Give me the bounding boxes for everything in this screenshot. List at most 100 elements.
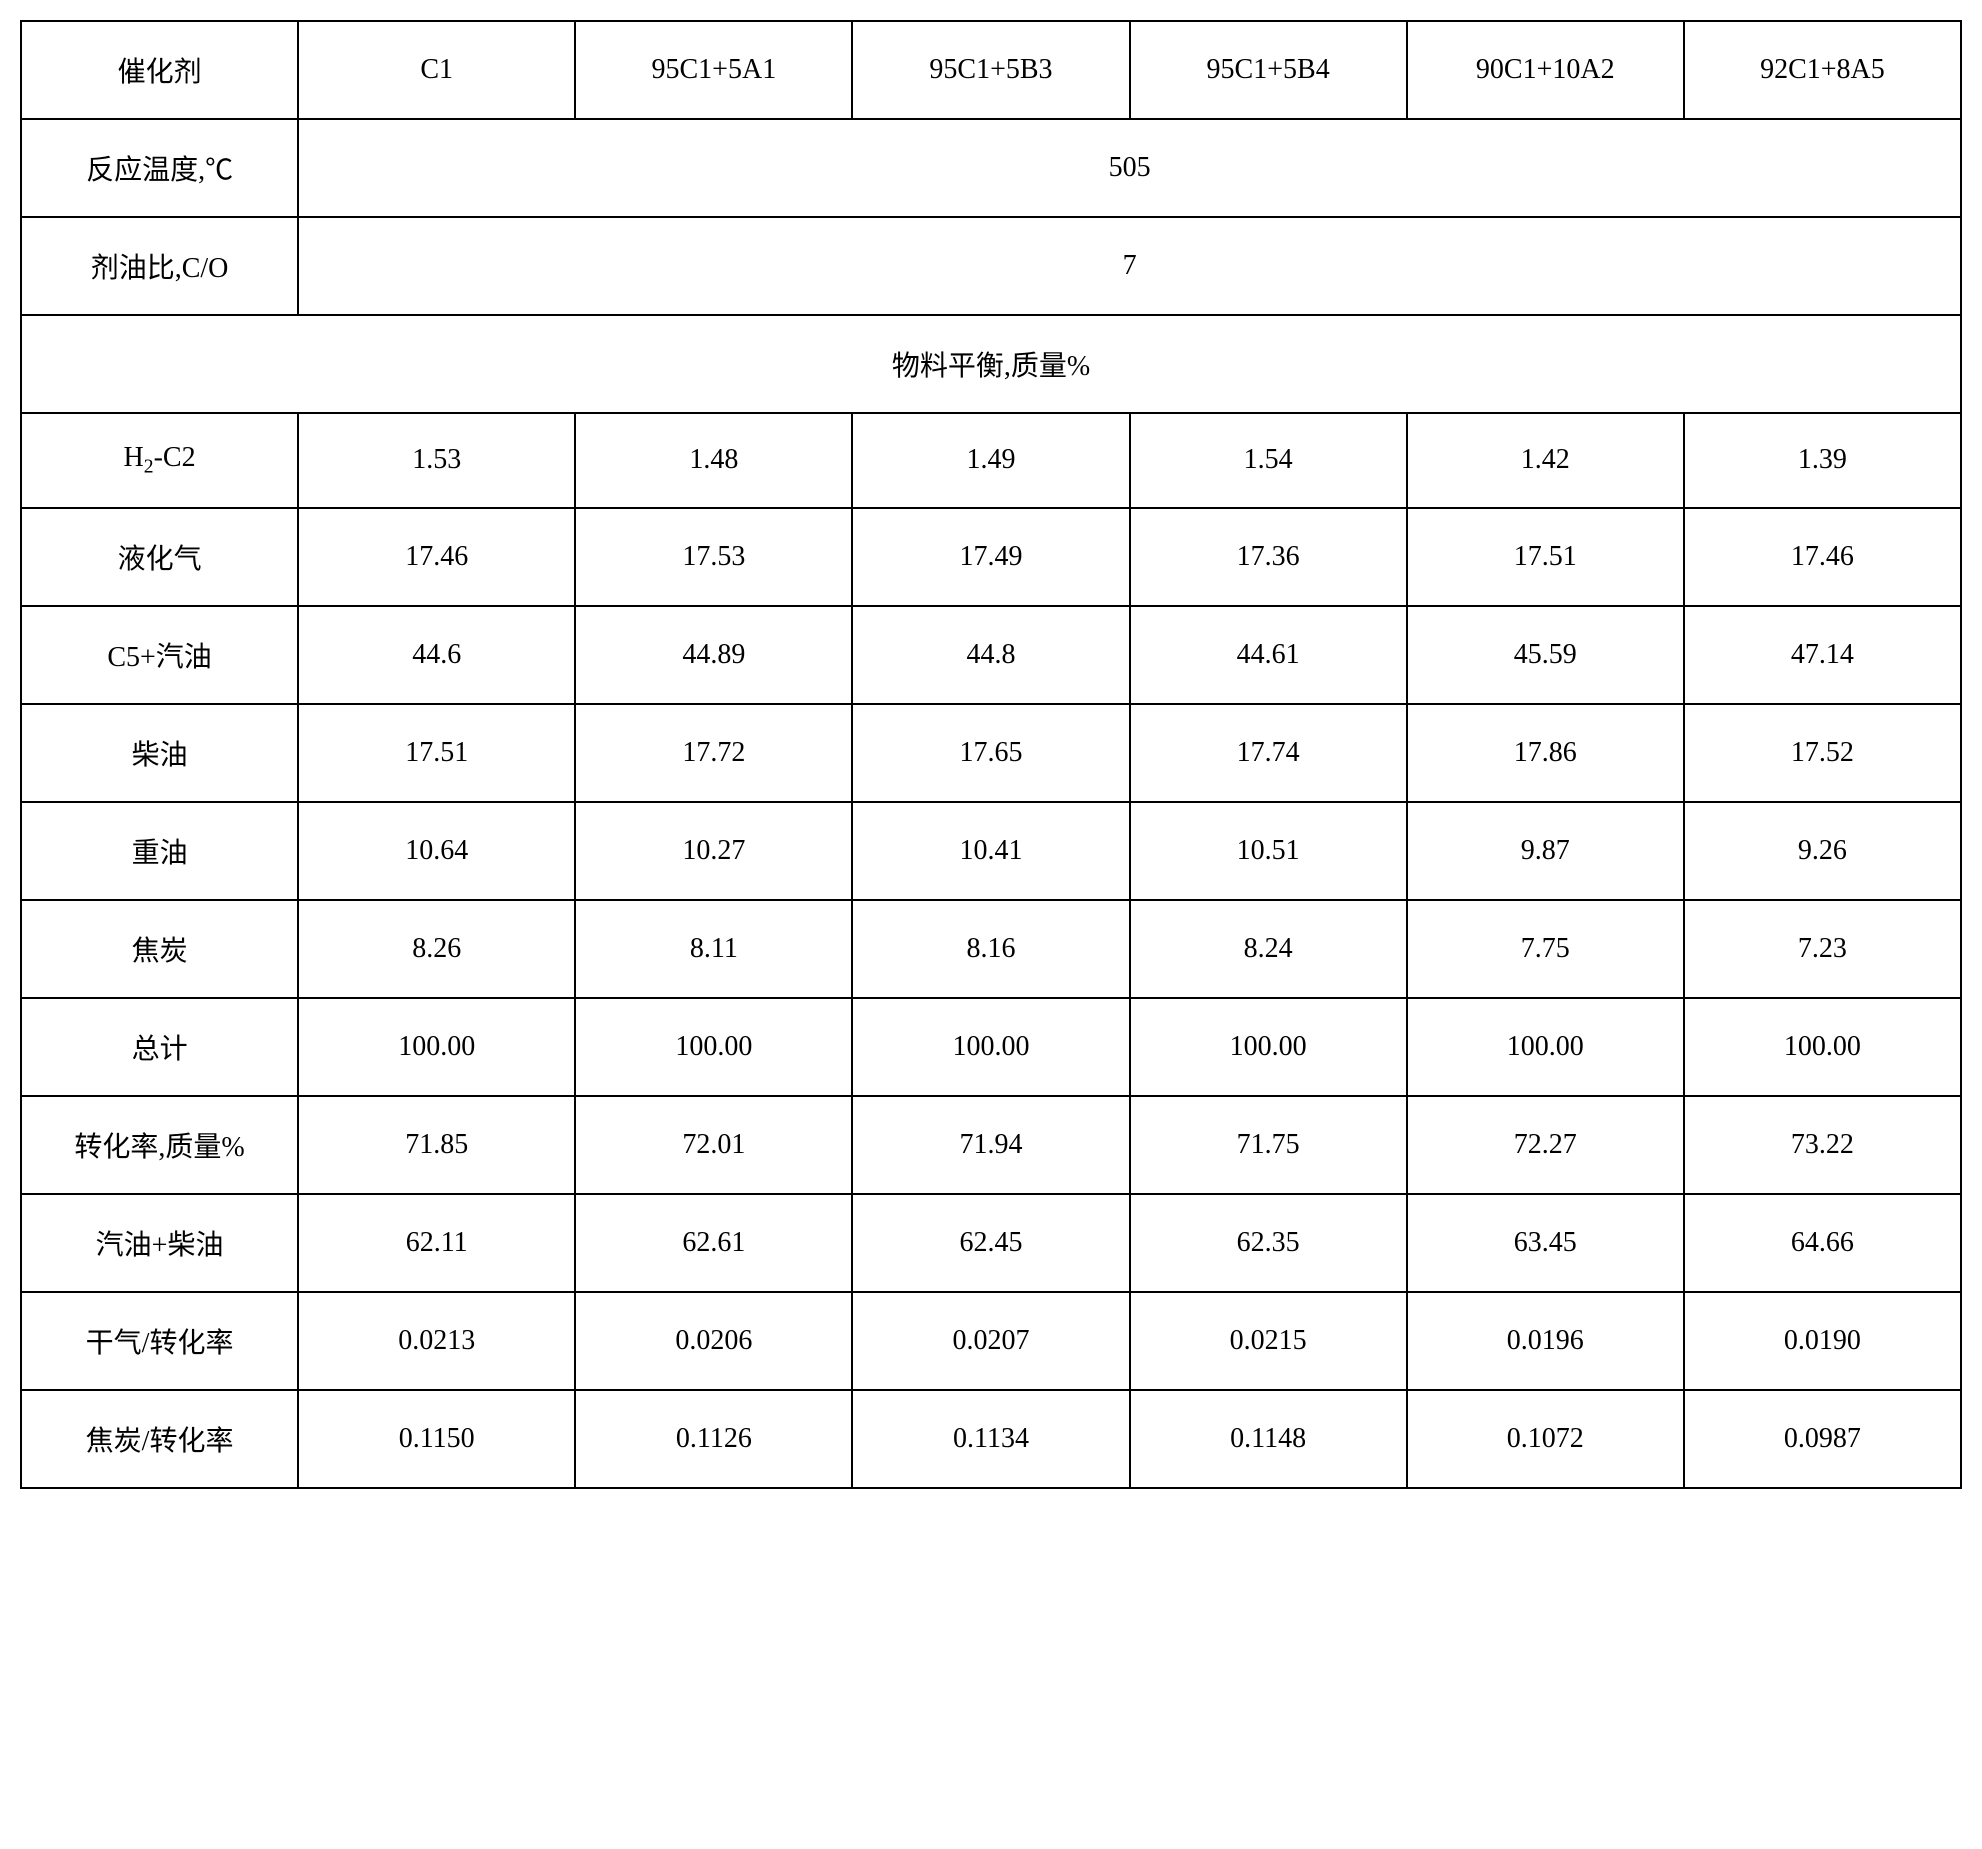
data-row-8-val-3: 62.35	[1130, 1194, 1407, 1292]
data-row-1-val-3: 17.36	[1130, 508, 1407, 606]
data-row-2-val-4: 45.59	[1407, 606, 1684, 704]
data-row-7-val-4: 72.27	[1407, 1096, 1684, 1194]
spanning-row-1-value: 7	[298, 217, 1961, 315]
data-row-5-val-1: 8.11	[575, 900, 852, 998]
header-col-4: 90C1+10A2	[1407, 21, 1684, 119]
spanning-row-0-label: 反应温度,℃	[21, 119, 298, 217]
data-row-10-val-5: 0.0987	[1684, 1390, 1961, 1488]
data-row-9-val-4: 0.0196	[1407, 1292, 1684, 1390]
data-row-4-label: 重油	[21, 802, 298, 900]
header-label-cell: 催化剂	[21, 21, 298, 119]
header-col-3: 95C1+5B4	[1130, 21, 1407, 119]
data-row-8-val-2: 62.45	[852, 1194, 1129, 1292]
data-row-3-val-2: 17.65	[852, 704, 1129, 802]
data-row-9-val-1: 0.0206	[575, 1292, 852, 1390]
data-row-4-val-3: 10.51	[1130, 802, 1407, 900]
data-row-2-val-1: 44.89	[575, 606, 852, 704]
data-row-1-label: 液化气	[21, 508, 298, 606]
data-row-6-val-4: 100.00	[1407, 998, 1684, 1096]
data-row-1-val-1: 17.53	[575, 508, 852, 606]
data-row-4-val-5: 9.26	[1684, 802, 1961, 900]
table-body: 催化剂 C1 95C1+5A1 95C1+5B3 95C1+5B4 90C1+1…	[21, 21, 1961, 1488]
data-row-6-label: 总计	[21, 998, 298, 1096]
data-row-5-val-2: 8.16	[852, 900, 1129, 998]
data-row-7-val-3: 71.75	[1130, 1096, 1407, 1194]
data-row-1-val-2: 17.49	[852, 508, 1129, 606]
data-row-10-val-1: 0.1126	[575, 1390, 852, 1488]
data-row-0-val-0: 1.53	[298, 413, 575, 508]
header-col-1: 95C1+5A1	[575, 21, 852, 119]
data-row-8-val-1: 62.61	[575, 1194, 852, 1292]
data-row-10-val-4: 0.1072	[1407, 1390, 1684, 1488]
spanning-row-0-value: 505	[298, 119, 1961, 217]
header-row: 催化剂 C1 95C1+5A1 95C1+5B3 95C1+5B4 90C1+1…	[21, 21, 1961, 119]
data-row-4-val-4: 9.87	[1407, 802, 1684, 900]
data-row-4-val-2: 10.41	[852, 802, 1129, 900]
header-col-0: C1	[298, 21, 575, 119]
data-row-3-label: 柴油	[21, 704, 298, 802]
data-row-9-val-2: 0.0207	[852, 1292, 1129, 1390]
data-row-9-label: 干气/转化率	[21, 1292, 298, 1390]
data-row-3-val-1: 17.72	[575, 704, 852, 802]
data-row-9-val-3: 0.0215	[1130, 1292, 1407, 1390]
data-row-3-val-4: 17.86	[1407, 704, 1684, 802]
data-row-8-val-0: 62.11	[298, 1194, 575, 1292]
data-row-8-val-4: 63.45	[1407, 1194, 1684, 1292]
data-row-2: C5+汽油 44.6 44.89 44.8 44.61 45.59 47.14	[21, 606, 1961, 704]
data-row-0-val-1: 1.48	[575, 413, 852, 508]
data-row-5-val-3: 8.24	[1130, 900, 1407, 998]
data-row-0-val-3: 1.54	[1130, 413, 1407, 508]
data-row-8-label: 汽油+柴油	[21, 1194, 298, 1292]
data-row-4-val-1: 10.27	[575, 802, 852, 900]
data-row-7-val-2: 71.94	[852, 1096, 1129, 1194]
data-row-6-val-1: 100.00	[575, 998, 852, 1096]
section-header-cell: 物料平衡,质量%	[21, 315, 1961, 413]
data-row-7-val-0: 71.85	[298, 1096, 575, 1194]
section-header-row: 物料平衡,质量%	[21, 315, 1961, 413]
data-row-1-val-5: 17.46	[1684, 508, 1961, 606]
data-row-2-val-3: 44.61	[1130, 606, 1407, 704]
data-row-0-label: H2-C2	[21, 413, 298, 508]
data-row-2-val-0: 44.6	[298, 606, 575, 704]
data-row-10-val-3: 0.1148	[1130, 1390, 1407, 1488]
data-row-6-val-5: 100.00	[1684, 998, 1961, 1096]
data-row-0-val-2: 1.49	[852, 413, 1129, 508]
data-row-1-val-4: 17.51	[1407, 508, 1684, 606]
data-row-6-val-3: 100.00	[1130, 998, 1407, 1096]
data-row-6: 总计 100.00 100.00 100.00 100.00 100.00 10…	[21, 998, 1961, 1096]
data-row-5-val-4: 7.75	[1407, 900, 1684, 998]
spanning-row-1-label: 剂油比,C/O	[21, 217, 298, 315]
data-row-7: 转化率,质量% 71.85 72.01 71.94 71.75 72.27 73…	[21, 1096, 1961, 1194]
spanning-row-0: 反应温度,℃ 505	[21, 119, 1961, 217]
data-row-0: H2-C2 1.53 1.48 1.49 1.54 1.42 1.39	[21, 413, 1961, 508]
data-row-10-val-2: 0.1134	[852, 1390, 1129, 1488]
spanning-row-1: 剂油比,C/O 7	[21, 217, 1961, 315]
data-row-8: 汽油+柴油 62.11 62.61 62.45 62.35 63.45 64.6…	[21, 1194, 1961, 1292]
data-row-3: 柴油 17.51 17.72 17.65 17.74 17.86 17.52	[21, 704, 1961, 802]
data-row-5: 焦炭 8.26 8.11 8.16 8.24 7.75 7.23	[21, 900, 1961, 998]
catalyst-data-table: 催化剂 C1 95C1+5A1 95C1+5B3 95C1+5B4 90C1+1…	[20, 20, 1962, 1489]
data-row-3-val-0: 17.51	[298, 704, 575, 802]
data-row-5-label: 焦炭	[21, 900, 298, 998]
data-row-10-val-0: 0.1150	[298, 1390, 575, 1488]
data-row-10-label: 焦炭/转化率	[21, 1390, 298, 1488]
data-row-8-val-5: 64.66	[1684, 1194, 1961, 1292]
data-row-1: 液化气 17.46 17.53 17.49 17.36 17.51 17.46	[21, 508, 1961, 606]
data-row-3-val-3: 17.74	[1130, 704, 1407, 802]
header-col-5: 92C1+8A5	[1684, 21, 1961, 119]
data-row-6-val-2: 100.00	[852, 998, 1129, 1096]
data-row-7-label: 转化率,质量%	[21, 1096, 298, 1194]
data-row-6-val-0: 100.00	[298, 998, 575, 1096]
data-row-10: 焦炭/转化率 0.1150 0.1126 0.1134 0.1148 0.107…	[21, 1390, 1961, 1488]
data-row-2-label: C5+汽油	[21, 606, 298, 704]
data-row-9-val-5: 0.0190	[1684, 1292, 1961, 1390]
data-row-2-val-5: 47.14	[1684, 606, 1961, 704]
data-row-1-val-0: 17.46	[298, 508, 575, 606]
data-row-0-val-4: 1.42	[1407, 413, 1684, 508]
header-col-2: 95C1+5B3	[852, 21, 1129, 119]
data-row-9-val-0: 0.0213	[298, 1292, 575, 1390]
data-row-0-val-5: 1.39	[1684, 413, 1961, 508]
data-row-4-val-0: 10.64	[298, 802, 575, 900]
data-row-7-val-5: 73.22	[1684, 1096, 1961, 1194]
data-row-2-val-2: 44.8	[852, 606, 1129, 704]
